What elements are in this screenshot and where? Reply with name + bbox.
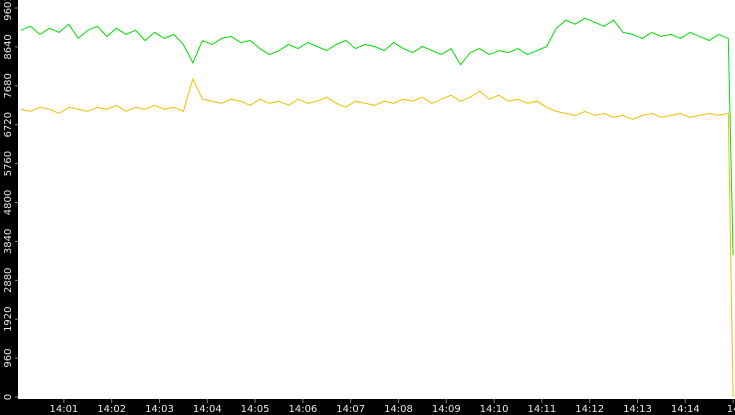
y-tick-label: 5760: [3, 151, 14, 176]
x-tick-label: 14:06: [288, 404, 317, 415]
y-tick-label: 8640: [3, 34, 14, 59]
y-tick-label: 7680: [3, 73, 14, 98]
x-tick-label: 14:03: [145, 404, 174, 415]
x-tick-label: 14: [727, 404, 735, 415]
x-tick-label: 14:02: [97, 404, 126, 415]
series-line: [20, 17, 734, 256]
y-tick-label: 2880: [3, 268, 14, 293]
y-tick-label: 4800: [3, 190, 14, 215]
x-tick-label: 14:13: [623, 404, 652, 415]
x-tick-label: 14:04: [193, 404, 222, 415]
x-tick-label: 14:08: [384, 404, 413, 415]
plot-area: [18, 0, 735, 399]
y-tick-label: 1920: [3, 306, 14, 331]
y-tick-label: 960: [3, 349, 14, 368]
y-tick-label: 3840: [3, 229, 14, 254]
x-tick-label: 14:07: [336, 404, 365, 415]
y-tick-label: 6720: [3, 112, 14, 137]
x-tick-label: 14:12: [575, 404, 604, 415]
x-tick-label: 14:05: [241, 404, 270, 415]
x-tick-label: 14:10: [480, 404, 509, 415]
x-tick-label: 14:11: [527, 404, 556, 415]
y-tick-label: 9601: [3, 0, 14, 21]
y-tick-label: 0: [3, 394, 14, 400]
x-tick-label: 14:14: [671, 404, 700, 415]
x-tick-label: 14:01: [49, 404, 78, 415]
x-tick-label: 14:09: [432, 404, 461, 415]
series-line: [20, 77, 734, 398]
